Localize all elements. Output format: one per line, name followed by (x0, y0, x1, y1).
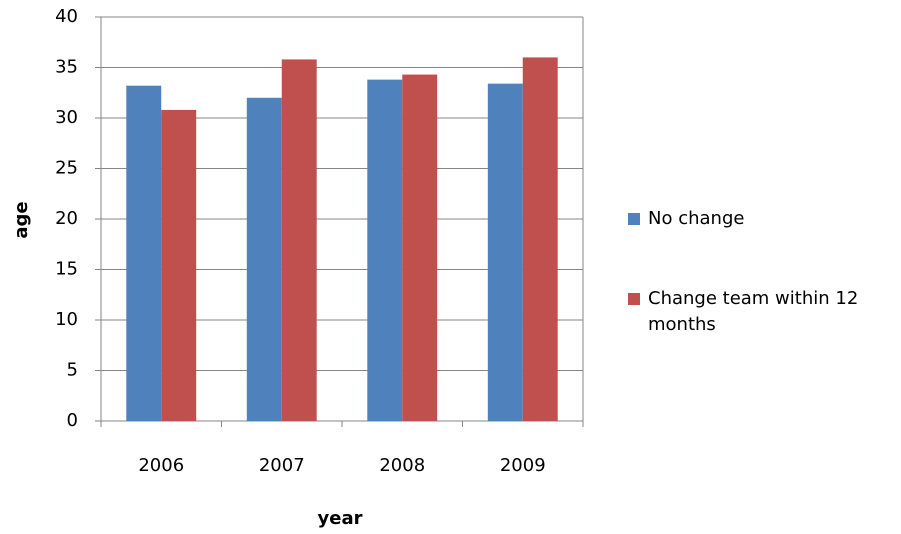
x-tick-label: 2009 (500, 455, 546, 476)
y-tick-label: 10 (55, 309, 78, 330)
y-tick-label: 0 (67, 410, 78, 431)
legend-item: No change (628, 206, 893, 232)
y-tick-label: 15 (55, 259, 78, 280)
y-tick-label: 5 (67, 360, 78, 381)
x-tick-label: 2007 (259, 455, 305, 476)
bar (487, 83, 523, 421)
legend-swatch (628, 213, 640, 225)
bar (522, 57, 558, 422)
x-tick-label: 2008 (379, 455, 425, 476)
bar (246, 97, 282, 422)
y-tick-label: 25 (55, 158, 78, 179)
y-tick-label: 30 (55, 107, 78, 128)
legend-label: No change (648, 208, 745, 229)
legend-item: Change team within 12 months (628, 286, 893, 338)
bar (126, 85, 162, 422)
bar (161, 109, 197, 422)
y-tick-label: 35 (55, 57, 78, 78)
legend-label: Change team within 12 months (648, 288, 859, 335)
legend-swatch (628, 293, 640, 305)
x-axis-title: year (318, 508, 363, 529)
y-tick-label: 40 (55, 6, 78, 27)
x-tick-label: 2006 (138, 455, 184, 476)
bar (367, 79, 403, 422)
y-axis-title: age (11, 201, 32, 238)
bar (281, 59, 317, 422)
y-tick-label: 20 (55, 208, 78, 229)
bar (402, 74, 438, 421)
